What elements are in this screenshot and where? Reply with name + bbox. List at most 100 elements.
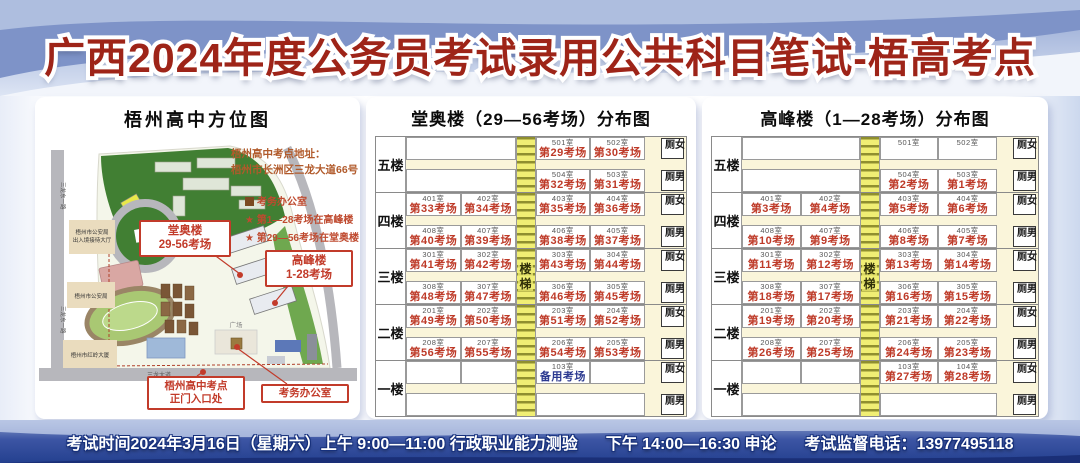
room-number: 308室 [422,282,445,291]
afternoon-session-text: 下午 14:00—16:30 申论 [605,435,777,453]
exam-room-label: 第33考场 [409,203,458,215]
empty-room-cell [460,361,516,384]
exam-room-cell: 404室 第6考场 [938,193,997,216]
room-number: 404室 [606,194,629,203]
exam-room-label: 第16考场 [885,291,933,303]
empty-room-cell [742,393,860,416]
exam-room-label: 第48考场 [409,291,458,303]
room-number: 208室 [422,338,445,347]
male-toilet-label: 男厕 [661,338,684,359]
exam-room-label: 第22考场 [943,315,992,327]
female-toilet-label: 女厕 [1013,138,1036,159]
road-left-label: 三龙东一路 [59,182,67,210]
female-toilet-label: 女厕 [661,306,684,327]
exam-room-label: 备用考场 [539,371,586,383]
exam-room-cell: 406室 第38考场 [535,225,591,248]
female-toilet-label: 女厕 [1013,250,1036,271]
exam-room-label: 第42考场 [464,259,512,271]
room-number: 504室 [551,170,574,179]
female-toilet-label: 女厕 [661,138,684,159]
empty-room-cell [406,169,516,192]
page-title-text: 广西2024年度公务员考试录用公共科目笔试-梧高考点 [44,35,1036,81]
exam-room-label: 第37考场 [593,235,642,247]
room-number: 504室 [897,170,920,179]
room-number: 502室 [606,138,629,147]
empty-room-cell [800,361,860,384]
male-toilet-label: 男厕 [661,170,684,191]
site-address-line1: 梧州高中考点地址： [231,148,326,160]
empty-room-cell: 502室 [938,137,997,160]
bottom-banner-decoration [0,420,1080,463]
empty-room-cell [742,361,801,384]
exam-room-cell: 401室 第33考场 [406,193,461,216]
room-number: 205室 [606,338,629,347]
male-toilet-label: 男厕 [661,394,684,415]
map-body: 广场 三龙东一路 三龙东一路 三龙大道 [35,136,360,411]
exam-room-cell: 405室 第37考场 [590,225,645,248]
exam-room-cell: 404室 第36考场 [590,193,645,216]
exam-room-cell: 408室 第40考场 [406,225,461,248]
staircase [859,361,880,416]
exam-room-cell: 203室 第51考场 [535,305,591,328]
empty-room-cell [590,361,645,384]
exam-room-cell: 304室 第44考场 [590,249,645,272]
exam-room-cell: 305室 第45考场 [590,281,645,304]
gaofeng-floor-table: 五楼 501室 502室 女厕 504室 第2考场 503室 第1考场 男厕 四楼 401室 第3考场… [711,136,1039,417]
male-toilet-label: 男厕 [1013,338,1036,359]
exam-room-cell: 308室 第18考场 [742,281,801,304]
room-number: 305室 [606,282,629,291]
room-number: 503室 [606,170,629,179]
room-number: 402室 [477,194,500,203]
exam-room-label: 第47考场 [464,291,512,303]
staircase [515,361,536,416]
staircase-label: 楼 [518,261,533,276]
exam-room-cell: 206室 第54考场 [535,337,591,360]
empty-room-cell [406,393,516,416]
floor-label: 二楼 [712,305,742,360]
empty-room-cell [406,137,516,160]
room-number: 207室 [819,338,842,347]
female-toilet-label: 女厕 [661,250,684,271]
exam-room-label: 第38考场 [539,235,587,247]
exam-room-label: 第32考场 [539,179,587,191]
male-toilet-label: 男厕 [1013,394,1036,415]
exam-room-label: 第6考场 [947,203,989,215]
room-number: 403室 [551,194,574,203]
exam-room-cell: 306室 第16考场 [879,281,939,304]
legend-star1: ★ 第1—28考场在高峰楼 [245,215,354,226]
floor-section: 四楼 401室 第3考场 402室 第4考场 403室 第5考场 404室 第6考场 女厕 408室… [712,192,1038,248]
room-number: 202室 [819,306,842,315]
exam-room-cell: 301室 第41考场 [406,249,461,272]
exam-room-label: 第39考场 [464,235,512,247]
exam-room-cell: 504室 第2考场 [879,169,939,192]
room-number: 207室 [477,338,500,347]
supervision-phone: 考试监督电话：13977495118 [804,435,1014,453]
room-number: 406室 [897,226,920,235]
legend-star2: ★ 第29—56考场在堂奥楼 [245,233,359,244]
exam-room-label: 第4考场 [809,203,851,215]
room-number: 303室 [551,250,574,259]
map-title: 梧州高中方位图 [124,110,271,130]
exam-room-label: 第51考场 [539,315,587,327]
staircase: 楼梯 [515,249,536,304]
room-number: 305室 [956,282,979,291]
road-bottom-label: 三龙大道 [147,371,171,379]
exam-room-label: 第35考场 [539,203,587,215]
female-toilet-label: 女厕 [661,194,684,215]
empty-room-cell [406,361,461,384]
tangao-tag-name: 堂奥楼 [167,225,203,237]
room-number: 503室 [956,170,979,179]
exam-room-cell: 202室 第20考场 [800,305,860,328]
floor-section: 四楼 401室 第33考场 402室 第34考场 403室 第35考场 404室 第36考场 女厕… [376,192,686,248]
campus-buildings-cluster [160,283,199,336]
room-number: 408室 [422,226,445,235]
bottom-banner: 考试时间2024年3月16日（星期六）上午 9:00—11:00 行政职业能力测… [0,420,1080,463]
exam-room-label: 第5考场 [888,203,930,215]
room-number: 403室 [897,194,920,203]
exam-room-label: 第1考场 [947,179,989,191]
exam-room-cell: 402室 第4考场 [800,193,860,216]
room-number: 103室 [897,362,920,371]
room-number: 502室 [956,138,979,147]
floor-label: 三楼 [712,249,742,304]
exam-room-cell: 402室 第34考场 [460,193,516,216]
